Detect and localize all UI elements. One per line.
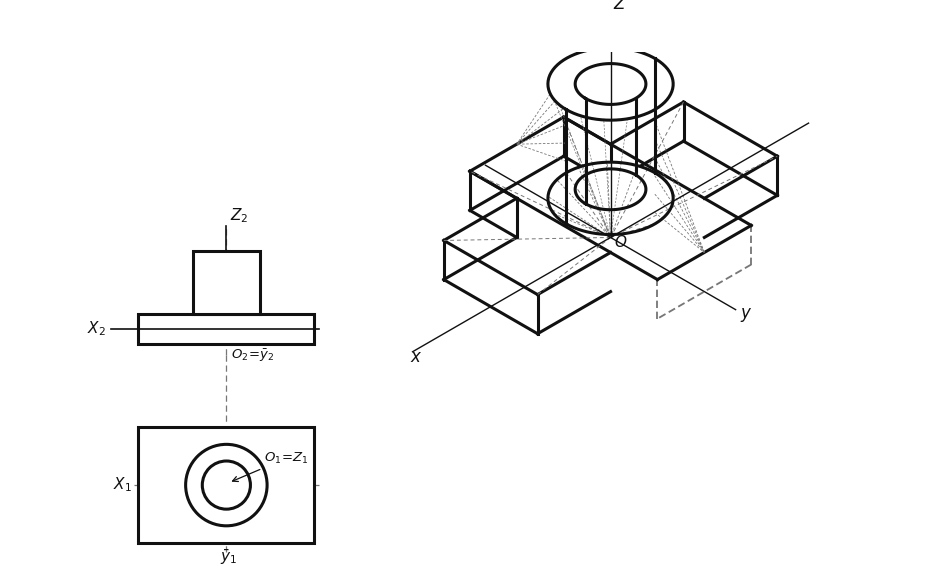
Text: $X_1$: $X_1$ (113, 476, 132, 494)
Polygon shape (575, 64, 646, 104)
Bar (193, 251, 260, 314)
Text: $y$: $y$ (740, 306, 753, 324)
Polygon shape (470, 117, 751, 279)
Polygon shape (470, 117, 564, 210)
Polygon shape (548, 162, 673, 234)
Polygon shape (611, 102, 684, 184)
Bar (138, 428, 315, 543)
Text: $Z$: $Z$ (612, 0, 627, 14)
Text: $O$: $O$ (614, 234, 628, 250)
Polygon shape (684, 102, 777, 196)
Text: $Z_2$: $Z_2$ (229, 206, 248, 225)
Polygon shape (444, 198, 517, 279)
Polygon shape (611, 102, 777, 198)
Text: $X_2$: $X_2$ (87, 320, 106, 338)
Text: $x$: $x$ (410, 348, 423, 366)
Polygon shape (548, 48, 673, 120)
Text: $\bar{y}_1$: $\bar{y}_1$ (220, 548, 237, 567)
Polygon shape (444, 241, 538, 333)
Text: $O_2\!=\!\bar{y}_2$: $O_2\!=\!\bar{y}_2$ (231, 348, 275, 364)
Bar (138, 314, 315, 344)
Text: $O_1\!=\!Z_1$: $O_1\!=\!Z_1$ (232, 450, 309, 482)
Polygon shape (444, 198, 611, 295)
